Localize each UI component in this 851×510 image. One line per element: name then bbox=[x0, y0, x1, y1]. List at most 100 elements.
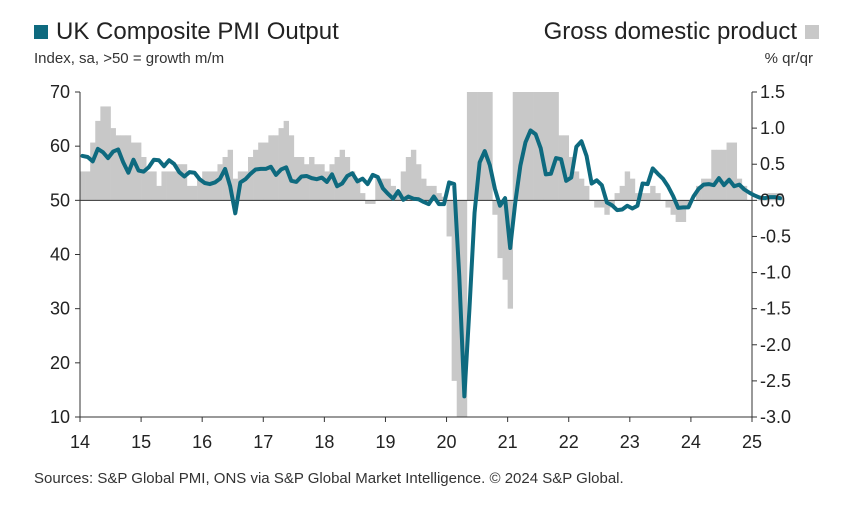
legend-gdp: Gross domestic product bbox=[544, 18, 819, 46]
pmi-line-group bbox=[80, 128, 782, 399]
legend-pmi-swatch bbox=[34, 25, 48, 39]
gdp-bar bbox=[146, 171, 152, 201]
gdp-bar bbox=[680, 200, 687, 222]
x-tick-label: 21 bbox=[498, 432, 518, 452]
x-tick-label: 24 bbox=[681, 432, 701, 452]
gdp-bar bbox=[706, 178, 712, 201]
gdp-bar bbox=[741, 185, 748, 201]
gdp-bar bbox=[421, 178, 427, 201]
gdp-bar bbox=[85, 171, 91, 201]
x-tick-label: 14 bbox=[70, 432, 90, 452]
gdp-bar bbox=[248, 157, 254, 201]
gdp-bar bbox=[548, 92, 554, 201]
x-tick-label: 25 bbox=[742, 432, 762, 452]
axes bbox=[75, 91, 757, 422]
gdp-bar bbox=[283, 120, 290, 201]
pmi-gdp-chart: 10 20 30 40 50 60 70 -3.0 -2.5 -2.0 -1.5 -1.0 -0.5 0.… bbox=[50, 82, 791, 452]
gdp-bar bbox=[324, 171, 330, 201]
right-tick-label: -1.5 bbox=[760, 299, 791, 319]
right-tick-label: -2.5 bbox=[760, 371, 791, 391]
gdp-bar bbox=[619, 185, 626, 201]
gdp-bars bbox=[80, 92, 783, 417]
right-tick-label: 1.5 bbox=[760, 82, 785, 102]
pmi-line bbox=[80, 128, 782, 399]
gdp-bar bbox=[334, 157, 340, 201]
gdp-bar bbox=[329, 164, 335, 201]
gdp-bar bbox=[665, 200, 671, 208]
legend-pmi-label: UK Composite PMI Output bbox=[56, 18, 339, 45]
gdp-bar bbox=[650, 185, 656, 201]
gdp-bar bbox=[731, 142, 738, 201]
legend-pmi: UK Composite PMI Output bbox=[34, 18, 339, 46]
x-tick-label: 20 bbox=[437, 432, 457, 452]
gdp-bar bbox=[400, 171, 407, 201]
right-tick-label: -3.0 bbox=[760, 407, 791, 427]
gdp-bar bbox=[675, 200, 682, 222]
gdp-bar bbox=[354, 178, 361, 201]
gdp-bar bbox=[599, 200, 605, 208]
gdp-bar bbox=[701, 178, 707, 201]
gdp-bar bbox=[130, 142, 137, 201]
gdp-bar bbox=[436, 193, 442, 201]
gdp-bar bbox=[80, 171, 86, 201]
gdp-bar bbox=[517, 92, 524, 201]
gdp-bar bbox=[349, 171, 356, 201]
gdp-bar bbox=[375, 178, 381, 201]
left-tick-label: 30 bbox=[50, 299, 70, 319]
gdp-bar bbox=[314, 164, 320, 201]
gdp-bar bbox=[273, 135, 279, 201]
gdp-bar bbox=[497, 200, 503, 259]
gdp-bar bbox=[395, 193, 402, 201]
gdp-bar bbox=[339, 149, 346, 201]
gdp-bar bbox=[645, 193, 651, 201]
gdp-bar bbox=[487, 92, 493, 201]
gdp-bar bbox=[410, 149, 417, 201]
gdp-bar bbox=[186, 185, 193, 201]
gdp-bar bbox=[416, 164, 422, 201]
gdp-bar bbox=[711, 149, 717, 201]
gdp-bar bbox=[543, 92, 549, 201]
gdp-bar bbox=[141, 157, 147, 201]
x-tick-label: 17 bbox=[253, 432, 273, 452]
gdp-bar bbox=[629, 178, 636, 201]
gdp-bar bbox=[110, 128, 116, 201]
gdp-bar bbox=[492, 200, 498, 215]
right-tick-label: 1.0 bbox=[760, 118, 785, 138]
gdp-bar bbox=[156, 185, 162, 201]
gdp-bar bbox=[258, 142, 264, 201]
gdp-bar bbox=[584, 185, 590, 201]
left-tick-label: 60 bbox=[50, 136, 70, 156]
x-tick-label: 22 bbox=[559, 432, 579, 452]
gdp-bar bbox=[151, 171, 157, 201]
gdp-bar bbox=[721, 149, 727, 201]
gdp-bar bbox=[507, 200, 514, 309]
left-tick-label: 10 bbox=[50, 407, 70, 427]
gdp-bar bbox=[696, 185, 702, 201]
right-tick-label: -0.5 bbox=[760, 226, 791, 246]
gdp-bar bbox=[726, 142, 732, 201]
gdp-bar bbox=[553, 92, 559, 201]
gdp-bar bbox=[319, 164, 325, 201]
gdp-bar bbox=[242, 171, 249, 201]
gdp-bar bbox=[426, 185, 432, 201]
gdp-bar bbox=[604, 200, 610, 215]
gdp-bar bbox=[181, 164, 188, 201]
gdp-bar bbox=[482, 92, 488, 201]
left-tick-label: 70 bbox=[50, 82, 70, 102]
x-tick-label: 15 bbox=[131, 432, 151, 452]
source-note: Sources: S&P Global PMI, ONS via S&P Glo… bbox=[34, 470, 624, 487]
gdp-bar bbox=[293, 157, 300, 201]
gdp-bar bbox=[405, 157, 412, 201]
gdp-bar bbox=[202, 171, 208, 201]
left-tick-label: 20 bbox=[50, 353, 70, 373]
tick-labels: 10 20 30 40 50 60 70 -3.0 -2.5 -2.0 -1.5 -1.0 -0.5 0.… bbox=[50, 82, 791, 452]
gdp-bar bbox=[263, 142, 269, 201]
gdp-bar bbox=[217, 164, 223, 201]
x-tick-label: 19 bbox=[375, 432, 395, 452]
gdp-bar bbox=[533, 92, 539, 201]
gdp-bar bbox=[166, 171, 172, 201]
gdp-bar bbox=[105, 106, 111, 201]
legend-gdp-swatch bbox=[805, 25, 819, 39]
left-tick-label: 50 bbox=[50, 190, 70, 210]
right-axis-subtitle: % qr/qr bbox=[764, 50, 813, 67]
